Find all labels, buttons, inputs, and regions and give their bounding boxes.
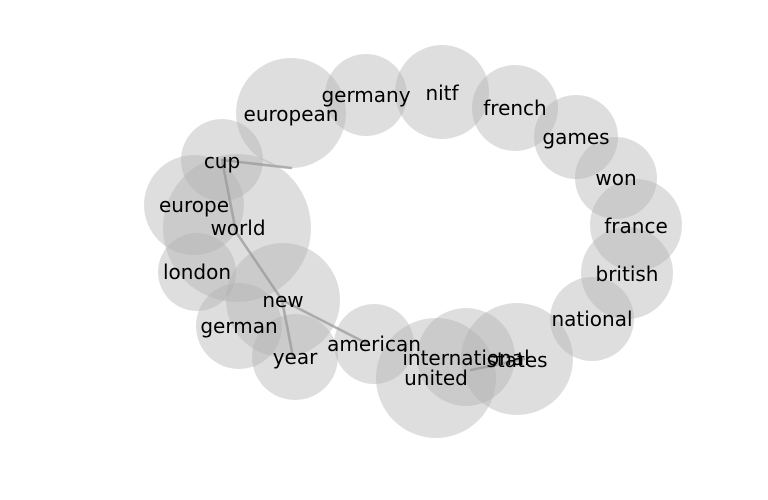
node-label-american: american	[327, 332, 421, 356]
node-label-european: european	[244, 102, 339, 126]
node-circle-nitf	[395, 45, 489, 139]
node-circle-european	[236, 58, 346, 168]
node-circle-german	[196, 283, 282, 369]
node-circle-united	[376, 318, 496, 438]
node-label-nitf: nitf	[425, 81, 459, 105]
node-circle-france	[590, 179, 682, 271]
node-label-german: german	[200, 314, 277, 338]
node-label-new: new	[262, 288, 303, 312]
node-label-europe: europe	[159, 193, 229, 217]
node-label-games: games	[542, 125, 609, 149]
node-circle-world	[163, 154, 311, 302]
edge-cup-european	[220, 158, 293, 170]
node-circle-french	[472, 65, 558, 151]
node-label-france: france	[604, 214, 668, 238]
edge-cup-world	[220, 158, 238, 234]
node-label-cup: cup	[204, 149, 240, 173]
node-label-states: states	[486, 348, 547, 372]
node-circle-games	[534, 95, 618, 179]
node-label-international: international	[402, 346, 529, 370]
node-circle-international	[417, 308, 515, 406]
edge-united-states	[469, 357, 526, 372]
node-label-germany: germany	[321, 83, 410, 107]
edge-new-year	[280, 298, 295, 359]
node-circle-europe	[144, 155, 244, 255]
node-circle-won	[575, 137, 657, 219]
node-label-british: british	[596, 262, 659, 286]
node-circle-year	[252, 314, 338, 400]
node-label-year: year	[273, 345, 318, 369]
node-circle-germany	[325, 54, 407, 136]
node-circles	[144, 45, 682, 438]
node-label-united: united	[404, 366, 468, 390]
node-label-won: won	[595, 166, 636, 190]
node-circle-british	[581, 227, 673, 319]
edge-new-american	[280, 298, 370, 346]
node-label-french: french	[483, 96, 546, 120]
node-circle-london	[158, 233, 236, 311]
node-label-london: london	[163, 260, 231, 284]
edge-world-new	[234, 230, 284, 302]
node-circle-american	[334, 304, 414, 384]
node-circle-states	[461, 303, 573, 415]
node-label-world: world	[210, 216, 265, 240]
edges	[220, 158, 526, 372]
node-circle-national	[550, 277, 634, 361]
node-label-national: national	[551, 307, 632, 331]
